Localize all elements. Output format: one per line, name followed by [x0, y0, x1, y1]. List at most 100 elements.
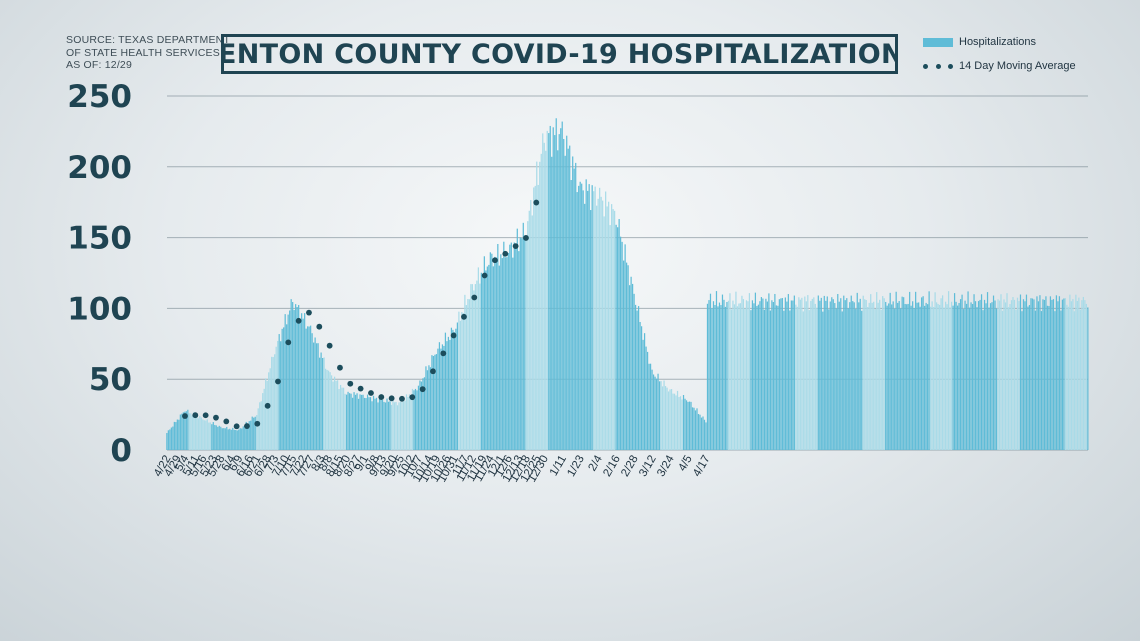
bar: [648, 363, 650, 450]
bar: [432, 356, 435, 450]
bar: [819, 300, 821, 450]
bar: [709, 293, 712, 450]
moving-average-point: [450, 332, 457, 339]
bar: [965, 303, 968, 450]
bar: [620, 236, 622, 450]
bar: [925, 302, 927, 450]
bar: [317, 343, 319, 450]
bar: [720, 305, 722, 450]
bar: [795, 304, 797, 450]
bar: [179, 414, 181, 450]
bar: [480, 272, 482, 450]
bar: [399, 401, 402, 450]
bar: [232, 427, 234, 450]
bar: [413, 390, 415, 450]
bar: [516, 228, 518, 450]
bar: [281, 328, 283, 450]
bar: [666, 387, 668, 450]
bar: [489, 252, 491, 450]
bar: [660, 381, 662, 450]
bar: [416, 390, 418, 450]
bar: [706, 303, 709, 450]
bar: [655, 378, 658, 450]
bar: [1024, 301, 1026, 450]
bar: [425, 366, 427, 450]
bar: [464, 294, 466, 450]
bar: [919, 306, 921, 450]
bar: [642, 339, 644, 450]
bar: [673, 393, 676, 450]
bar: [269, 368, 271, 450]
moving-average-point: [306, 309, 312, 316]
bar: [631, 283, 634, 450]
bar: [187, 409, 189, 450]
bar: [699, 414, 701, 450]
bar: [634, 304, 637, 450]
bar: [593, 191, 595, 450]
bar: [900, 308, 902, 450]
bar: [961, 294, 963, 450]
chart-title: DENTON COUNTY COVID-19 HOSPITALIZATIONS: [221, 34, 898, 74]
x-tick-label: 2/16: [601, 454, 623, 479]
bar: [329, 372, 331, 450]
bar: [649, 363, 652, 450]
bar: [813, 297, 815, 450]
bar: [640, 326, 643, 450]
bar: [1051, 299, 1053, 450]
bar: [395, 401, 397, 450]
bar: [468, 299, 470, 450]
bar: [1058, 296, 1061, 450]
bar: [512, 257, 514, 450]
bar: [465, 305, 467, 450]
bar: [259, 402, 261, 450]
bar: [200, 417, 202, 450]
bar: [473, 290, 475, 450]
bar: [537, 184, 539, 450]
bar: [959, 299, 962, 450]
y-tick-150: 150: [67, 221, 132, 257]
bar: [756, 305, 758, 450]
bar: [584, 203, 586, 450]
bar: [976, 307, 978, 450]
bar: [1078, 297, 1080, 450]
bar: [462, 313, 464, 450]
bar: [387, 401, 390, 450]
bar: [862, 295, 864, 450]
bar: [304, 313, 306, 450]
moving-average-point: [275, 378, 281, 385]
bar: [897, 302, 899, 450]
bar: [539, 161, 541, 450]
bar: [275, 346, 277, 450]
bar: [781, 298, 783, 450]
bar: [271, 356, 273, 450]
bar: [1007, 307, 1010, 450]
bar: [474, 284, 476, 450]
bar: [1076, 301, 1078, 450]
moving-average-point: [502, 250, 509, 257]
bar: [744, 308, 746, 450]
bar: [771, 300, 773, 450]
bar: [314, 337, 316, 450]
bar: [368, 397, 370, 450]
bar: [366, 394, 369, 450]
bar: [277, 340, 279, 450]
bar: [958, 302, 960, 450]
bar: [754, 292, 757, 450]
bar: [684, 398, 686, 450]
bar: [327, 370, 330, 450]
bar: [936, 302, 938, 450]
bar: [185, 411, 187, 450]
moving-average-point: [254, 420, 261, 427]
bar: [510, 242, 512, 450]
bar: [1061, 299, 1064, 450]
bar: [968, 307, 971, 450]
bar: [606, 206, 608, 450]
bar: [922, 296, 924, 450]
bar: [766, 301, 768, 450]
bar: [831, 297, 833, 450]
bar: [485, 270, 487, 450]
bar: [1063, 298, 1065, 450]
bar: [482, 275, 484, 450]
bar: [570, 180, 572, 450]
bar: [166, 433, 168, 450]
